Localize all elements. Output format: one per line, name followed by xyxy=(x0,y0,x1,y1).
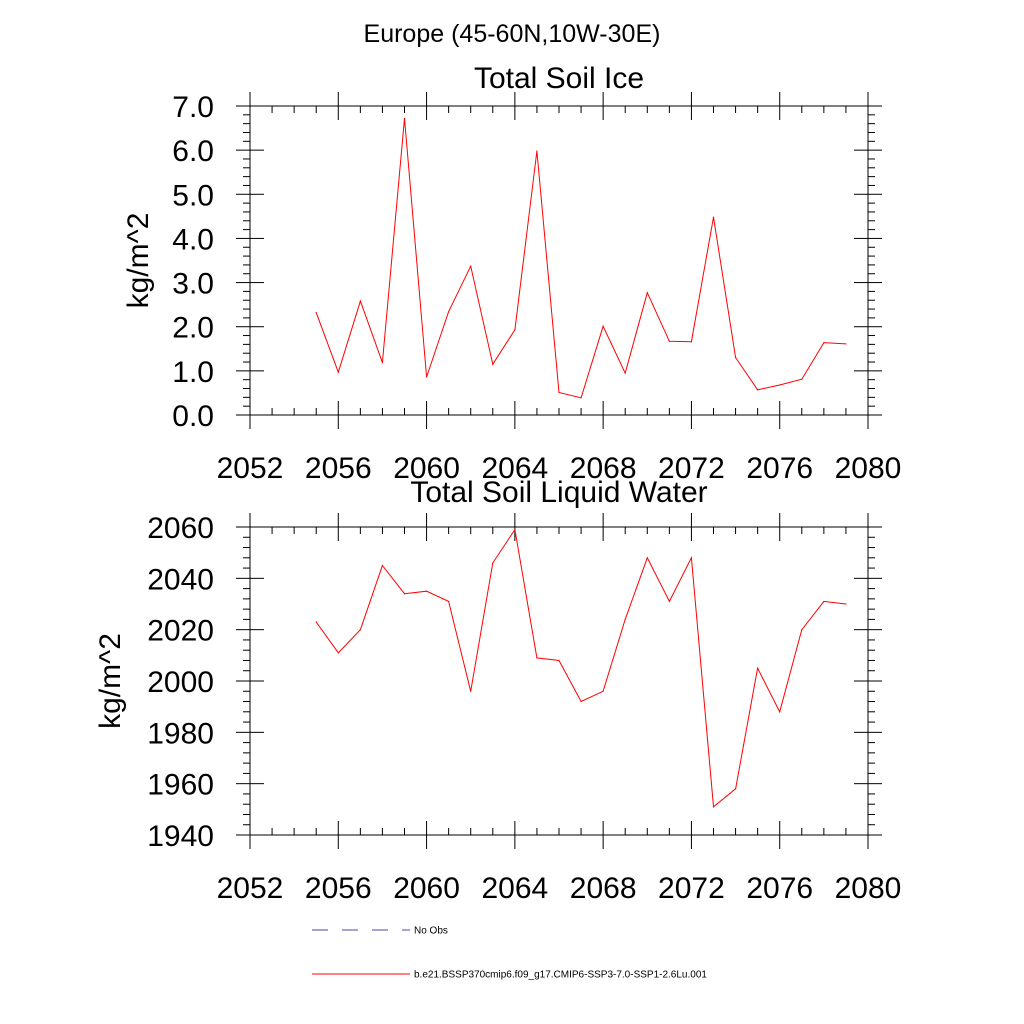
data-point xyxy=(403,593,406,595)
data-point xyxy=(359,629,361,631)
data-point xyxy=(403,117,406,119)
y-tick-label: 2.0 xyxy=(172,312,214,345)
data-point xyxy=(646,557,648,559)
data-point xyxy=(712,216,715,218)
x-tick-label: 2076 xyxy=(746,872,813,905)
plot-frame xyxy=(249,105,869,416)
data-point xyxy=(580,397,582,399)
x-tick-label: 2068 xyxy=(570,452,637,485)
y-axis-label: kg/m^2 xyxy=(94,633,127,729)
data-point xyxy=(668,340,670,342)
data-point xyxy=(757,389,759,391)
data-point xyxy=(381,564,384,567)
data-point xyxy=(624,372,626,374)
chart-panel-1: Total Soil Ice kg/m^2 2052 2056 2060 2064 2068… xyxy=(122,62,901,485)
data-point xyxy=(315,621,317,623)
chart-title: Total Soil Ice xyxy=(474,62,644,95)
legend-label: No Obs xyxy=(414,926,448,937)
x-tick-label: 2060 xyxy=(393,872,460,905)
y-tick-label: 2000 xyxy=(147,666,214,699)
y-tick-label: 0.0 xyxy=(172,400,214,433)
data-point xyxy=(602,325,604,327)
data-point xyxy=(536,150,538,152)
y-tick-label: 7.0 xyxy=(172,91,214,124)
data-point xyxy=(514,528,516,531)
series-line xyxy=(315,528,846,808)
y-tick-label: 2020 xyxy=(147,615,214,648)
y-tick-label: 1980 xyxy=(147,717,214,750)
data-point xyxy=(558,391,560,394)
data-point xyxy=(823,600,825,603)
data-point xyxy=(757,667,759,669)
legend-label: b.e21.BSSP370cmip6.f09_g17.CMIP6-SSP3-7.… xyxy=(414,970,707,981)
data-point xyxy=(712,806,715,808)
x-tick-label: 2056 xyxy=(305,872,372,905)
data-point xyxy=(602,690,604,692)
data-point xyxy=(315,311,317,314)
data-point xyxy=(425,376,428,378)
data-point xyxy=(690,557,693,559)
x-tick-label: 2060 xyxy=(393,452,460,485)
x-tick-label: 2052 xyxy=(217,452,284,485)
data-point xyxy=(470,690,472,692)
x-tick-label: 2080 xyxy=(835,452,902,485)
y-tick-label: 5.0 xyxy=(172,179,214,212)
data-point xyxy=(492,363,494,365)
data-point xyxy=(448,600,450,603)
data-point xyxy=(425,590,428,592)
data-point xyxy=(779,384,781,386)
series-line xyxy=(315,118,846,399)
x-tick-label: 2056 xyxy=(305,452,372,485)
data-point xyxy=(381,361,384,364)
y-tick-label: 3.0 xyxy=(172,268,214,301)
data-point xyxy=(492,562,494,564)
data-point xyxy=(337,371,339,373)
x-tick-label: 2064 xyxy=(481,872,548,905)
x-tick-label: 2076 xyxy=(746,452,813,485)
data-point xyxy=(624,618,626,621)
y-tick-label: 2060 xyxy=(147,512,214,545)
data-point xyxy=(734,357,737,359)
x-tick-label: 2068 xyxy=(570,872,637,905)
data-point xyxy=(558,659,560,662)
x-tick-label: 2072 xyxy=(658,452,725,485)
x-tick-label: 2052 xyxy=(217,872,284,905)
data-point xyxy=(337,652,339,654)
y-axis-label: kg/m^2 xyxy=(122,213,155,309)
legend-item: No Obs xyxy=(312,926,448,937)
data-point xyxy=(359,300,361,302)
plot-frame xyxy=(249,526,869,836)
chart-panel-2: Total Soil Liquid Water kg/m^2 2052 2056 206… xyxy=(94,476,901,905)
panels: Total Soil Ice kg/m^2 2052 2056 2060 2064 2068… xyxy=(94,62,901,905)
data-point xyxy=(823,342,825,344)
y-tick-label: 1960 xyxy=(147,769,214,802)
y-tick-label: 1.0 xyxy=(172,356,214,389)
data-point xyxy=(646,292,648,294)
x-tick-label: 2072 xyxy=(658,872,725,905)
data-point xyxy=(845,603,847,605)
data-point xyxy=(801,378,803,380)
y-tick-label: 2040 xyxy=(147,563,214,596)
y-tick-label: 1940 xyxy=(147,820,214,853)
chart-title: Total Soil Liquid Water xyxy=(410,476,707,509)
data-point xyxy=(580,700,582,703)
data-point xyxy=(801,629,803,631)
data-point xyxy=(690,341,693,343)
y-tick-label: 6.0 xyxy=(172,135,214,168)
data-point xyxy=(536,657,538,659)
data-point xyxy=(779,711,781,713)
x-tick-label: 2080 xyxy=(835,872,902,905)
legend-item: b.e21.BSSP370cmip6.f09_g17.CMIP6-SSP3-7.… xyxy=(312,970,707,981)
y-tick-label: 4.0 xyxy=(172,223,214,256)
data-point xyxy=(845,343,847,345)
data-point xyxy=(668,600,670,603)
data-point xyxy=(514,329,516,331)
data-point xyxy=(470,265,472,267)
x-tick-label: 2064 xyxy=(481,452,548,485)
legend: No Obs b.e21.BSSP370cmip6.f09_g17.CMIP6-S… xyxy=(312,926,707,981)
data-point xyxy=(448,311,450,313)
figure-suptitle: Europe (45-60N,10W-30E) xyxy=(364,20,661,48)
data-point xyxy=(734,788,737,790)
